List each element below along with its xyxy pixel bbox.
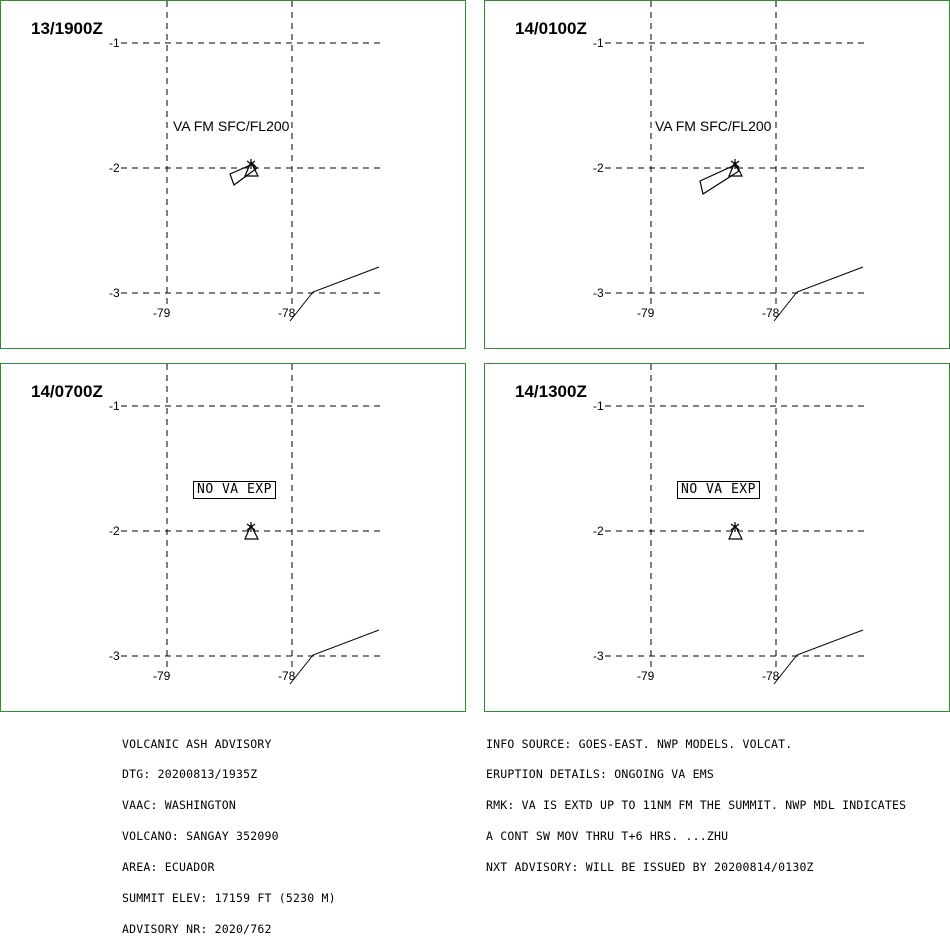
- lat-label-1: -1: [109, 36, 120, 50]
- va-label: VA FM SFC/FL200: [655, 118, 772, 134]
- panel-time: 14/0100Z: [515, 19, 587, 38]
- panel-time: 14/1300Z: [515, 382, 587, 401]
- map-canvas: [605, 1, 865, 322]
- advisory-line: A CONT SW MOV THRU T+6 HRS. ...ZHU: [486, 829, 729, 844]
- volcano-star-icon: [246, 159, 256, 169]
- lat-label-3: -3: [109, 286, 120, 300]
- coastline: [289, 629, 380, 685]
- ash-cloud-polygon: [699, 164, 740, 195]
- lon-label-78: -78: [762, 306, 780, 320]
- volcano-star-icon: [730, 522, 740, 532]
- volcano-symbol: [728, 160, 743, 177]
- lat-label-1: -1: [593, 36, 604, 50]
- advisory-line: VOLCANO: SANGAY 352090: [122, 829, 279, 844]
- advisory-line: ERUPTION DETAILS: ONGOING VA EMS: [486, 767, 714, 782]
- lat-label-3: -3: [593, 286, 604, 300]
- coastline: [289, 266, 380, 322]
- lat-label-2: -2: [593, 161, 604, 175]
- volcano-symbol: [244, 523, 259, 540]
- lat-label-1: -1: [109, 399, 120, 413]
- map-canvas: [121, 364, 381, 685]
- lon-label-78: -78: [278, 306, 296, 320]
- lon-label-79: -79: [153, 306, 171, 320]
- lat-label-1: -1: [593, 399, 604, 413]
- lat-label-2: -2: [109, 524, 120, 538]
- no-va-box: NO VA EXP: [193, 481, 276, 499]
- advisory-remarks-block: INFO SOURCE: GOES-EAST. NWP MODELS. VOLC…: [486, 718, 906, 883]
- forecast-panel-t12: 14/0700Z -1 -2 -3 -79 -78 NO VA EXP: [0, 363, 466, 712]
- advisory-header-block: VOLCANIC ASH ADVISORY DTG: 20200813/1935…: [122, 718, 336, 945]
- lon-label-79: -79: [153, 669, 171, 683]
- map-canvas: [121, 1, 381, 322]
- lon-label-78: -78: [278, 669, 296, 683]
- lon-label-79: -79: [637, 306, 655, 320]
- advisory-line: INFO SOURCE: GOES-EAST. NWP MODELS. VOLC…: [486, 736, 793, 751]
- lon-label-78: -78: [762, 669, 780, 683]
- advisory-line: VOLCANIC ASH ADVISORY: [122, 736, 272, 751]
- volcano-symbol: [244, 160, 259, 177]
- advisory-line: VAAC: WASHINGTON: [122, 798, 236, 813]
- forecast-panel-t0: 13/1900Z -1 -2 -3 -79 -78 VA FM SFC/FL20…: [0, 0, 466, 349]
- advisory-line: SUMMIT ELEV: 17159 FT (5230 M): [122, 891, 336, 906]
- coastline: [773, 629, 864, 685]
- lat-label-2: -2: [109, 161, 120, 175]
- lat-label-3: -3: [109, 649, 120, 663]
- panel-time: 13/1900Z: [31, 19, 103, 38]
- advisory-line: NXT ADVISORY: WILL BE ISSUED BY 20200814…: [486, 860, 814, 875]
- advisory-line: AREA: ECUADOR: [122, 860, 215, 875]
- volcano-symbol: [728, 523, 743, 540]
- no-va-box: NO VA EXP: [677, 481, 760, 499]
- advisory-line: ADVISORY NR: 2020/762: [122, 921, 272, 936]
- map-canvas: [605, 364, 865, 685]
- forecast-panel-t6: 14/0100Z -1 -2 -3 -79 -78 VA FM SFC/FL20…: [484, 0, 950, 349]
- volcano-star-icon: [246, 522, 256, 532]
- ash-cloud-polygon: [229, 163, 258, 186]
- lat-label-2: -2: [593, 524, 604, 538]
- lat-label-3: -3: [593, 649, 604, 663]
- coastline: [773, 266, 864, 322]
- advisory-line: DTG: 20200813/1935Z: [122, 767, 258, 782]
- lon-label-79: -79: [637, 669, 655, 683]
- forecast-panel-t18: 14/1300Z -1 -2 -3 -79 -78 NO VA EXP: [484, 363, 950, 712]
- volcano-star-icon: [730, 159, 740, 169]
- advisory-line: RMK: VA IS EXTD UP TO 11NM FM THE SUMMIT…: [486, 798, 907, 813]
- va-label: VA FM SFC/FL200: [173, 118, 290, 134]
- panel-time: 14/0700Z: [31, 382, 103, 401]
